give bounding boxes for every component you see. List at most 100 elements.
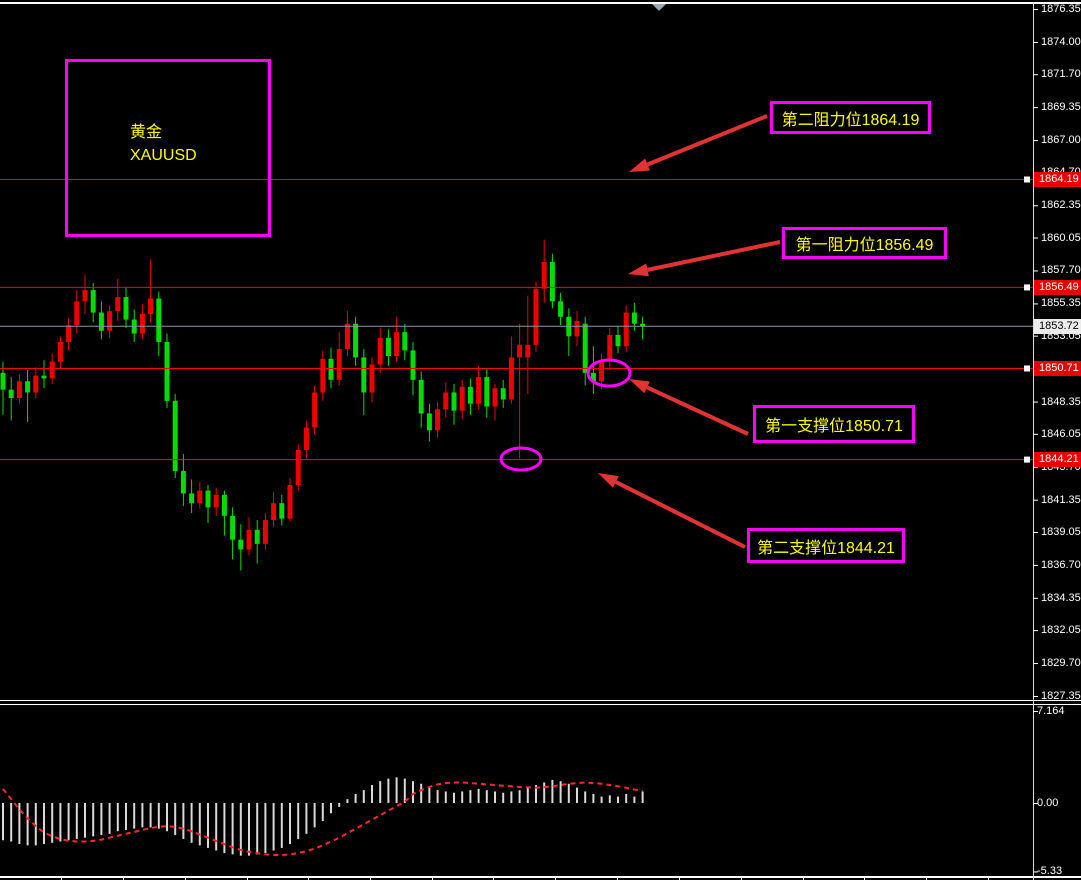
axis-tick (1033, 630, 1038, 632)
annotation-support-1[interactable]: 第一支撑位1850.71 (753, 405, 915, 443)
candle-body-up (369, 364, 375, 393)
candle-body-down (353, 323, 359, 358)
y-axis-label: 1846.05 (1041, 427, 1081, 440)
candle-body-down (98, 312, 104, 331)
y-axis-label: 1827.35 (1041, 689, 1081, 702)
candle-body-down (410, 350, 416, 380)
candle-body-down (41, 375, 47, 379)
candle-body-up (533, 288, 539, 345)
axis-tick (1033, 466, 1038, 468)
time-axis-tick (308, 878, 309, 880)
candle-body-up (303, 427, 309, 450)
axis-tick (1033, 41, 1038, 43)
axis-tick (1033, 270, 1038, 272)
candle-body-down (500, 388, 506, 400)
candle-body-up (344, 323, 350, 349)
pane-separator-line[interactable] (0, 700, 1081, 701)
candle-body-up (574, 320, 580, 337)
y-axis-label: 1855.35 (1041, 297, 1081, 310)
price-tag-support-1: 1850.71 (1034, 360, 1081, 376)
candle-body-up (295, 449, 301, 485)
axis-tick (1033, 871, 1038, 873)
annotation-arrow-head[interactable] (629, 158, 650, 172)
annotation-arrow-shaft[interactable] (614, 480, 746, 549)
highlight-ellipse-support-1[interactable] (586, 358, 632, 388)
candle-body-down (582, 323, 588, 373)
candle-body-down (238, 539, 244, 550)
candle-body-up (148, 298, 154, 314)
candle-body-up (312, 392, 318, 428)
candle-body-down (549, 262, 555, 302)
annotation-arrow-shaft[interactable] (647, 240, 781, 272)
y-axis-label: 1836.70 (1041, 558, 1081, 571)
annotation-arrow-head[interactable] (628, 263, 649, 277)
line-endpoint-marker[interactable] (1024, 176, 1030, 183)
axis-tick (1033, 803, 1038, 804)
candle-body-down (189, 493, 195, 504)
axis-tick (1033, 499, 1038, 501)
axis-tick (1033, 107, 1038, 109)
y-axis-label: 1839.05 (1041, 525, 1081, 538)
candle-body-up (508, 357, 514, 400)
scroll-to-end-marker[interactable] (652, 4, 666, 11)
candle-body-down (385, 337, 391, 356)
candle-body-up (517, 344, 523, 358)
annotation-support-2[interactable]: 第二支撑位1844.21 (747, 528, 905, 563)
candle-body-up (107, 311, 113, 331)
candle-body-down (615, 334, 621, 347)
line-endpoint-marker[interactable] (1024, 284, 1030, 291)
candle-body-up (139, 313, 145, 334)
axis-tick (1033, 711, 1038, 713)
time-axis-tick (617, 878, 618, 880)
candle-body-up (82, 290, 88, 302)
axis-tick (1033, 303, 1038, 305)
time-axis-line (0, 876, 1081, 878)
price-tag-support-2: 1844.21 (1034, 452, 1081, 468)
candle-body-up (320, 358, 326, 393)
candle-body-up (525, 344, 531, 358)
line-endpoint-marker[interactable] (1024, 365, 1030, 372)
symbol-annotation-box[interactable] (65, 59, 271, 237)
time-axis-tick (555, 878, 556, 880)
annotation-resistance-1-label: 第一阻力位1856.49 (795, 237, 934, 254)
time-axis-tick (61, 878, 62, 880)
indicator-axis-zero: 0.00 (1037, 797, 1059, 809)
indicator-axis-min: -5.33 (1037, 865, 1063, 878)
candle-body-down (25, 381, 31, 393)
line-endpoint-marker[interactable] (1024, 456, 1030, 463)
annotation-arrow-shaft[interactable] (646, 114, 768, 167)
pane-separator-line[interactable] (0, 704, 1081, 705)
candle-body-down (221, 494, 227, 516)
candle-body-up (16, 381, 22, 399)
axis-tick (1033, 695, 1038, 697)
highlight-ellipse-support-2[interactable] (499, 446, 543, 472)
axis-tick (1033, 140, 1038, 142)
candle-body-down (467, 386, 473, 404)
y-axis-label: 1869.35 (1041, 101, 1081, 114)
candle-body-up (607, 334, 613, 362)
annotation-resistance-2[interactable]: 第二阻力位1864.19 (770, 101, 931, 134)
annotation-arrow-shaft[interactable] (646, 385, 749, 436)
candle-body-up (33, 375, 39, 393)
candle-body-up (287, 484, 293, 519)
candle-body-down (279, 503, 285, 519)
time-axis-tick (926, 878, 927, 880)
current-price-tag: 1853.72 (1034, 318, 1081, 334)
annotation-resistance-1[interactable]: 第一阻力位1856.49 (782, 227, 947, 259)
time-axis-tick (679, 878, 680, 880)
annotation-arrow-head[interactable] (629, 379, 650, 394)
annotation-arrow-head[interactable] (598, 473, 619, 488)
time-axis-tick (123, 878, 124, 880)
axis-tick (1033, 564, 1038, 566)
candle-body-down (640, 323, 646, 327)
axis-tick (1033, 205, 1038, 207)
candle-body-down (164, 341, 170, 401)
y-axis-label: 1862.35 (1041, 199, 1081, 212)
symbol-ticker: XAUUSD (130, 147, 197, 164)
candle-body-down (426, 413, 432, 431)
time-axis-tick (803, 878, 804, 880)
y-axis-label: 1832.05 (1041, 624, 1081, 637)
candle-body-down (156, 298, 162, 342)
